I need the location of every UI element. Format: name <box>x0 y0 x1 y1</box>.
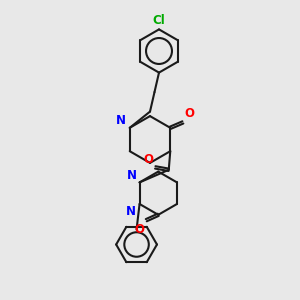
Text: N: N <box>127 169 136 182</box>
Text: O: O <box>134 223 145 236</box>
Text: O: O <box>143 153 154 166</box>
Text: O: O <box>184 107 194 120</box>
Text: N: N <box>126 205 136 218</box>
Text: Cl: Cl <box>153 14 165 27</box>
Text: N: N <box>116 114 126 127</box>
